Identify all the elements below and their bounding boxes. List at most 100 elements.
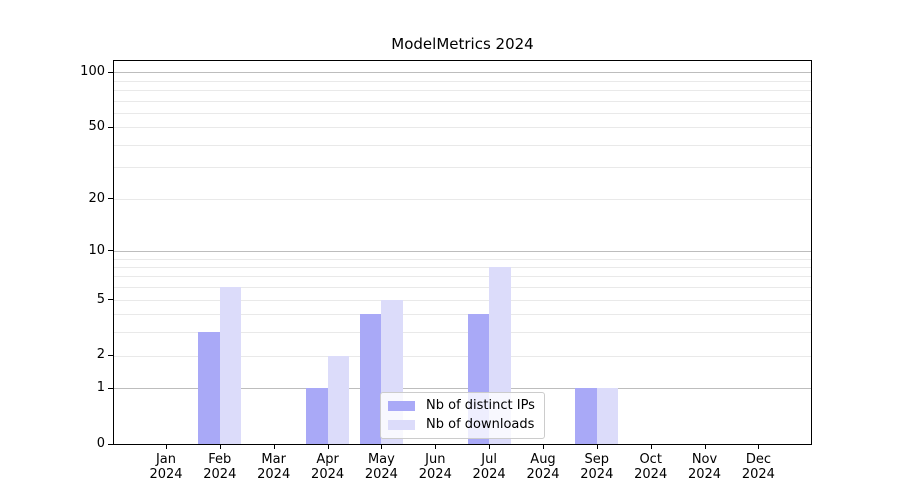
x-tick-month: Nov: [691, 452, 718, 467]
x-tick-label: Nov 2024: [675, 452, 735, 482]
x-tick-year: 2024: [149, 467, 183, 482]
y-tick-mark: [108, 355, 113, 356]
y-tick-mark: [108, 444, 113, 445]
x-tick-month: Aug: [530, 452, 556, 467]
x-tick-year: 2024: [580, 467, 614, 482]
minor-gridline: [114, 287, 811, 289]
legend-label: Nb of distinct IPs: [426, 398, 535, 413]
y-tick-mark: [108, 299, 113, 300]
minor-gridline: [114, 100, 811, 102]
y-tick-label: 2: [96, 347, 105, 363]
x-tick-month: Jun: [425, 452, 446, 467]
x-tick-year: 2024: [418, 467, 452, 482]
y-tick-mark: [108, 198, 113, 199]
x-tick-label: Jul 2024: [459, 452, 519, 482]
x-tick-label: Aug 2024: [513, 452, 573, 482]
y-tick-label: 1: [96, 380, 105, 396]
y-tick-label: 100: [80, 64, 105, 80]
x-tick-mark: [596, 445, 598, 449]
x-tick-year: 2024: [203, 467, 237, 482]
x-tick-mark: [166, 445, 167, 449]
x-tick-month: May: [367, 452, 395, 467]
minor-gridline: [114, 89, 811, 91]
x-tick-month: Dec: [745, 452, 771, 467]
x-tick-year: 2024: [364, 467, 398, 482]
bar-downloads: [327, 355, 350, 444]
minor-gridline: [114, 299, 811, 301]
x-tick-label: Apr 2024: [298, 452, 358, 482]
plot-area: Nb of distinct IPs Nb of downloads: [113, 60, 812, 445]
x-tick-mark: [704, 445, 706, 449]
y-tick-mark: [108, 388, 113, 389]
minor-gridline: [114, 198, 811, 200]
x-tick-label: Oct 2024: [621, 452, 681, 482]
y-tick-label: 10: [88, 242, 105, 258]
minor-gridline: [114, 127, 811, 129]
minor-gridline: [114, 332, 811, 334]
x-tick-label: Mar 2024: [244, 452, 304, 482]
x-tick-month: Jul: [481, 452, 497, 467]
bar-distinct-ips: [575, 388, 597, 444]
legend-row: Nb of downloads: [388, 418, 535, 432]
x-tick-year: 2024: [472, 467, 506, 482]
major-gridline: [114, 388, 811, 390]
y-tick-label: 50: [88, 119, 105, 135]
x-tick-year: 2024: [741, 467, 775, 482]
y-tick-mark: [108, 250, 113, 251]
bar-distinct-ips: [359, 314, 382, 444]
x-tick-month: Apr: [316, 452, 339, 467]
minor-gridline: [114, 267, 811, 268]
legend-swatch: [388, 420, 415, 430]
y-tick-mark: [108, 127, 113, 128]
x-tick-mark: [273, 445, 275, 449]
legend-row: Nb of distinct IPs: [388, 399, 535, 413]
x-tick-label: Dec 2024: [728, 452, 788, 482]
bar-downloads: [596, 388, 619, 444]
bar-distinct-ips: [198, 332, 220, 444]
chart-title: ModelMetrics 2024: [391, 35, 534, 53]
x-tick-label: May 2024: [351, 452, 411, 482]
legend: Nb of distinct IPs Nb of downloads: [380, 392, 545, 439]
minor-gridline: [114, 144, 811, 146]
x-tick-mark: [650, 445, 652, 449]
minor-gridline: [114, 314, 811, 316]
x-tick-mark: [758, 445, 760, 449]
minor-gridline: [114, 258, 811, 260]
x-tick-month: Mar: [261, 452, 286, 467]
major-gridline: [114, 72, 811, 74]
x-tick-year: 2024: [526, 467, 560, 482]
y-tick-label: 0: [96, 436, 105, 451]
y-tick-label: 5: [96, 291, 105, 307]
x-tick-mark: [327, 445, 329, 449]
x-tick-year: 2024: [687, 467, 722, 482]
x-tick-month: Sep: [584, 452, 610, 467]
bar-downloads: [219, 287, 242, 444]
x-tick-label: Jan 2024: [136, 452, 196, 482]
x-tick-month: Jan: [155, 452, 177, 467]
x-tick-mark: [489, 445, 491, 449]
major-gridline: [114, 250, 811, 252]
x-tick-label: Jun 2024: [405, 452, 465, 482]
legend-swatch: [388, 401, 415, 411]
x-tick-mark: [543, 445, 544, 449]
y-tick-label: 20: [88, 190, 105, 206]
x-tick-year: 2024: [257, 467, 291, 482]
minor-gridline: [114, 167, 811, 169]
x-tick-mark: [381, 445, 383, 449]
legend-label: Nb of downloads: [426, 417, 535, 432]
minor-gridline: [114, 80, 811, 82]
x-tick-year: 2024: [634, 467, 668, 482]
x-tick-mark: [219, 445, 221, 449]
x-tick-month: Oct: [639, 452, 662, 467]
x-tick-month: Feb: [208, 452, 232, 467]
minor-gridline: [114, 276, 811, 278]
x-tick-mark: [435, 445, 437, 449]
y-tick-mark: [108, 72, 113, 73]
minor-gridline: [114, 355, 811, 357]
x-tick-label: Sep 2024: [567, 452, 627, 482]
x-tick-label: Feb 2024: [190, 452, 250, 482]
bar-distinct-ips: [306, 388, 328, 444]
x-tick-year: 2024: [311, 467, 345, 482]
minor-gridline: [114, 112, 811, 114]
